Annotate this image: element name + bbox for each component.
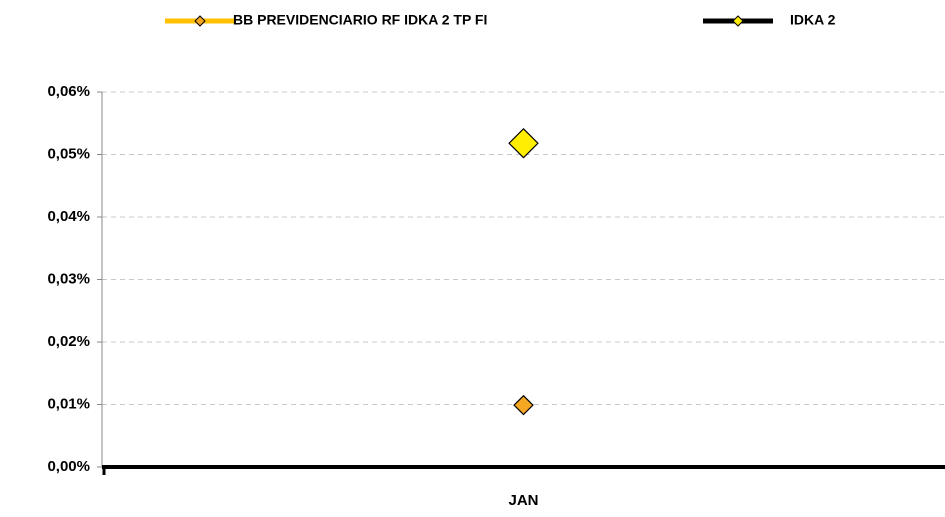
y-tick-label: 0,04%: [47, 208, 90, 225]
y-tick-label: 0,06%: [47, 83, 90, 100]
data-point: [513, 394, 534, 416]
y-tick-label: 0,01%: [47, 395, 90, 412]
y-tick-label: 0,03%: [47, 270, 90, 287]
y-tick-label: 0,05%: [47, 145, 90, 162]
y-tick-label: 0,00%: [47, 458, 90, 475]
x-tick-label: JAN: [508, 492, 538, 509]
data-point: [508, 127, 539, 159]
legend-marker: [732, 15, 744, 27]
y-tick-label: 0,02%: [47, 333, 90, 350]
legend-label: IDKA 2: [790, 12, 836, 28]
legend-marker: [194, 15, 206, 27]
legend-label: BB PREVIDENCIARIO RF IDKA 2 TP FI: [233, 12, 487, 28]
